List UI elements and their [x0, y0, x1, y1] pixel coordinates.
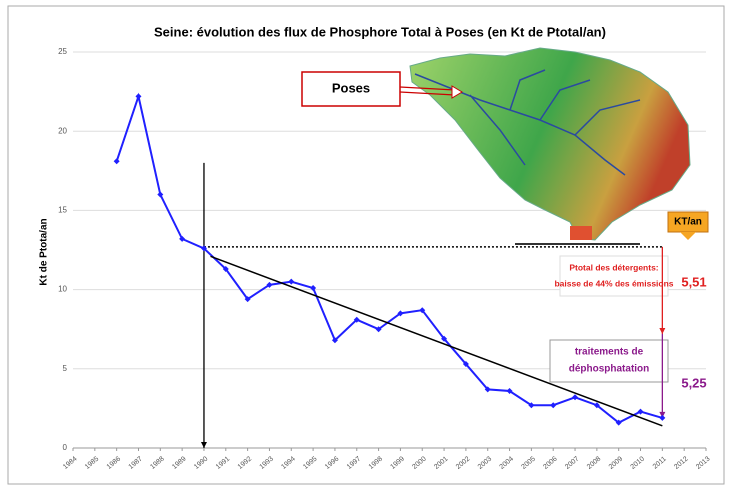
trend-line — [210, 255, 663, 427]
y-tick-label: 5 — [63, 364, 68, 373]
data-point — [331, 337, 338, 344]
data-point — [506, 387, 513, 394]
data-point — [550, 402, 557, 409]
data-point — [288, 278, 295, 285]
unit-label: KT/an — [674, 217, 702, 228]
y-tick-label: 0 — [63, 443, 68, 452]
data-point — [310, 285, 317, 292]
data-point — [353, 316, 360, 323]
map-shape — [409, 47, 691, 241]
delta-label: 5,25 — [681, 375, 706, 390]
poses-arrow-head — [451, 85, 463, 99]
detergents-box — [559, 255, 669, 297]
data-point — [593, 402, 600, 409]
detergents-label: baisse de 44% des émissions — [554, 278, 673, 288]
data-line — [115, 92, 663, 424]
data-point — [375, 326, 382, 333]
data-point — [200, 245, 207, 252]
data-point — [222, 266, 229, 273]
y-tick-label: 15 — [58, 206, 67, 215]
data-point — [637, 408, 644, 415]
y-tick-label: 20 — [58, 126, 67, 135]
arrow-head — [200, 442, 207, 448]
y-tick-label: 25 — [58, 47, 67, 56]
detergents-label: Ptotal des détergents: — [569, 262, 658, 272]
data-point — [659, 414, 666, 421]
data-point — [113, 158, 120, 165]
data-point — [441, 335, 448, 342]
traitements-label: déphosphatation — [569, 364, 650, 375]
data-point — [244, 296, 251, 303]
data-point — [419, 307, 426, 314]
data-point — [157, 191, 164, 198]
data-point — [266, 281, 273, 288]
traitements-box — [549, 339, 669, 383]
unit-pointer — [680, 232, 696, 240]
data-point — [615, 419, 622, 426]
arrow-head — [659, 327, 666, 334]
poses-box — [301, 71, 401, 107]
y-tick-label: 10 — [58, 285, 67, 294]
traitements-label: traitements de — [575, 347, 644, 358]
y-axis-label: Kt de Ptota/an — [39, 218, 50, 285]
chart-title: Seine: évolution des flux de Phosphore T… — [154, 24, 606, 39]
map — [409, 47, 691, 245]
data-point — [484, 386, 491, 393]
poses-label: Poses — [332, 80, 370, 95]
data-point — [135, 93, 142, 100]
poses-arrow — [399, 86, 456, 96]
delta-label: 5,51 — [681, 274, 706, 289]
rivers — [414, 69, 641, 176]
map-detail — [570, 226, 592, 240]
data-point — [572, 394, 579, 401]
data-point — [462, 361, 469, 368]
data-point — [528, 402, 535, 409]
data-point — [397, 310, 404, 317]
data-point — [179, 235, 186, 242]
